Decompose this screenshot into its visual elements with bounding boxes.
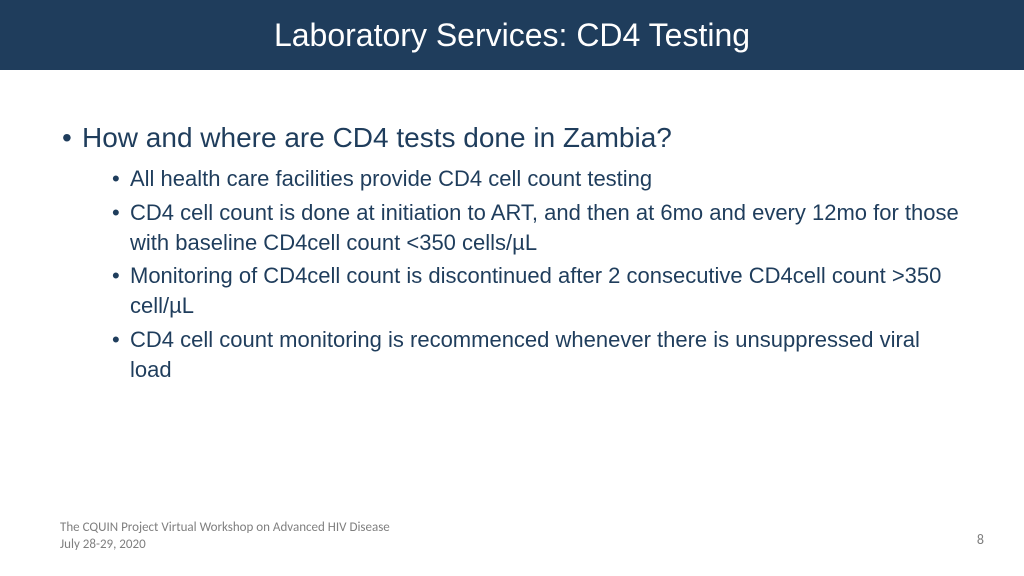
sub-bullet-item: Monitoring of CD4cell count is discontin…: [110, 261, 964, 320]
main-bullet-item: How and where are CD4 tests done in Zamb…: [60, 120, 964, 384]
main-question-text: How and where are CD4 tests done in Zamb…: [82, 122, 672, 153]
slide-title: Laboratory Services: CD4 Testing: [274, 17, 750, 54]
footer-line-1: The CQUIN Project Virtual Workshop on Ad…: [60, 519, 390, 537]
sub-bullet-item: All health care facilities provide CD4 c…: [110, 164, 964, 194]
slide: Laboratory Services: CD4 Testing How and…: [0, 0, 1024, 576]
slide-content: How and where are CD4 tests done in Zamb…: [0, 70, 1024, 384]
sub-point-text: Monitoring of CD4cell count is discontin…: [130, 263, 941, 318]
sub-bullet-list: All health care facilities provide CD4 c…: [82, 164, 964, 384]
sub-point-text: All health care facilities provide CD4 c…: [130, 166, 652, 191]
sub-point-text: CD4 cell count monitoring is recommenced…: [130, 327, 920, 382]
sub-bullet-item: CD4 cell count is done at initiation to …: [110, 198, 964, 257]
sub-point-text: CD4 cell count is done at initiation to …: [130, 200, 959, 255]
sub-bullet-item: CD4 cell count monitoring is recommenced…: [110, 325, 964, 384]
page-number: 8: [977, 531, 984, 548]
main-bullet-list: How and where are CD4 tests done in Zamb…: [60, 120, 964, 384]
title-bar: Laboratory Services: CD4 Testing: [0, 0, 1024, 70]
footer: The CQUIN Project Virtual Workshop on Ad…: [60, 519, 390, 554]
footer-line-2: July 28-29, 2020: [60, 536, 390, 554]
